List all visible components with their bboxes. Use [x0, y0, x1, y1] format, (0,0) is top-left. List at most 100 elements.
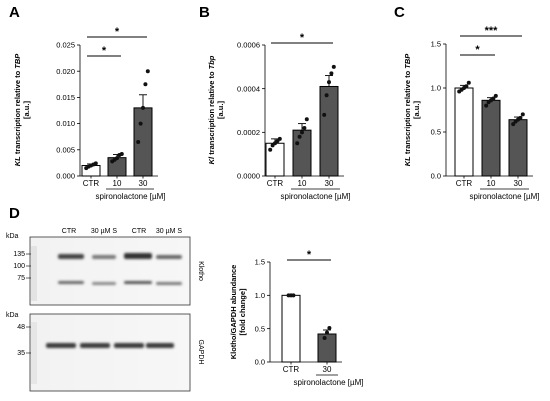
klotho-band-upper-1 [58, 254, 84, 259]
bar [265, 142, 285, 177]
y-tick-label: 0.5 [431, 128, 441, 137]
data-point [141, 105, 145, 110]
significance-label: * [475, 44, 480, 56]
category-label: 30 [514, 179, 523, 188]
lane-label-4: 30 µM S [156, 228, 183, 235]
blot-target-klotho: Klotho [197, 261, 204, 281]
klotho-band-lower-4 [156, 282, 182, 285]
marker-48: 48 [17, 324, 25, 331]
bar [281, 294, 301, 363]
marker-100: 100 [13, 263, 25, 270]
significance-label: * [307, 249, 312, 261]
data-point [322, 336, 327, 340]
data-point [136, 139, 141, 144]
gapdh-band-3 [114, 343, 144, 348]
category-label: 30 [323, 365, 332, 374]
y-axis-label-part: transcription relative to [207, 69, 216, 157]
y-tick-label: 0.0002 [237, 128, 260, 137]
data-point [331, 64, 336, 69]
y-axis-label-part: Tbp [207, 55, 216, 69]
y-tick-label: 0.020 [56, 67, 75, 76]
data-point [464, 84, 469, 89]
data-point [493, 93, 498, 98]
y-axis-label-unit: [a.u.] [412, 101, 421, 119]
data-point [302, 125, 307, 130]
x-axis-label: spironolactone [µM] [281, 192, 351, 201]
y-axis-label: Kl transcription relative to Tbp [207, 55, 216, 164]
klotho-band-upper-3 [124, 253, 152, 259]
chart-a: 0.000 0.005 0.010 0.015 0.020 0.025 KL transcr… [13, 26, 165, 201]
data-point [143, 82, 148, 87]
lane-label-1: CTR [62, 228, 76, 235]
gapdh-band-1 [46, 343, 76, 348]
blot-bottom-membrane [29, 313, 191, 392]
y-tick-label: 0.5 [255, 324, 265, 333]
significance-label: *** [485, 25, 499, 37]
category-label: CTR [456, 179, 473, 188]
category-label: 10 [487, 179, 496, 188]
marker-75: 75 [17, 275, 25, 282]
y-tick-label: 0.025 [56, 41, 75, 50]
bar [292, 129, 312, 177]
data-point [300, 130, 304, 135]
data-point [325, 330, 329, 335]
data-point [520, 112, 525, 117]
y-tick-label: 0.000 [56, 172, 75, 181]
marker-135: 135 [13, 251, 25, 258]
y-axis-label-part: transcription relative to [13, 69, 22, 157]
data-point [304, 117, 309, 122]
category-label: 30 [325, 179, 334, 188]
data-point [115, 156, 119, 161]
blot-target-gapdh: GAPDH [197, 340, 204, 365]
data-point [329, 71, 334, 76]
bar [319, 85, 339, 177]
y-tick-label: 0.0006 [237, 41, 260, 50]
data-point [327, 80, 331, 85]
bar [454, 87, 474, 177]
panel-label-a: A [9, 4, 20, 21]
blot-unit-top: kDa [6, 233, 19, 240]
blot-unit-bottom: kDa [6, 312, 19, 319]
data-point [324, 93, 329, 98]
klotho-band-upper-2 [92, 255, 116, 259]
significance-label: * [115, 26, 120, 38]
gapdh-band-2 [80, 343, 110, 348]
klotho-band-lower-3 [124, 281, 152, 284]
y-tick-label: 0.015 [56, 93, 75, 102]
y-tick-label: 0.0 [431, 172, 441, 181]
data-point [322, 112, 327, 117]
panel-label-b: B [199, 4, 210, 21]
gapdh-band-4 [146, 343, 174, 348]
y-axis-label-unit: [a.u.] [216, 101, 225, 119]
western-blot: kDa kDa CTR 30 µM S CTR 30 µM S 135 100 … [6, 228, 204, 392]
bar [481, 99, 501, 177]
y-tick-label: 1.0 [431, 84, 441, 93]
klotho-band-lower-2 [92, 282, 116, 285]
data-point [327, 326, 332, 330]
x-axis-label: spironolactone [µM] [96, 192, 166, 201]
significance-label: * [300, 32, 305, 44]
y-tick-label: 0.010 [56, 119, 75, 128]
data-point [93, 161, 98, 166]
panel-label-c: C [394, 4, 405, 21]
category-label: 30 [139, 179, 148, 188]
data-point [119, 151, 124, 156]
chart-b: 0.0000 0.0002 0.0004 0.0006 Kl transcription… [207, 32, 350, 201]
data-point [295, 141, 300, 146]
data-point [466, 80, 471, 85]
blot-top-membrane [29, 236, 191, 306]
y-tick-label: 1.5 [431, 40, 441, 49]
klotho-band-upper-4 [156, 255, 182, 259]
y-tick-label: 1.0 [255, 291, 265, 300]
panel-label-d: D [9, 205, 20, 222]
category-label: 10 [298, 179, 307, 188]
y-tick-label: 0.005 [56, 145, 75, 154]
y-axis-label-unit: [a.u.] [22, 101, 31, 119]
category-label: CTR [267, 179, 284, 188]
data-point [491, 96, 496, 101]
ladder-top [31, 246, 37, 301]
y-axis-label-unit: [fold change] [238, 288, 247, 336]
chart-d: 0.0 0.5 1.0 1.5 Klotho/GAPDH abundance [fold … [229, 249, 363, 387]
klotho-band-lower-1 [58, 281, 84, 284]
